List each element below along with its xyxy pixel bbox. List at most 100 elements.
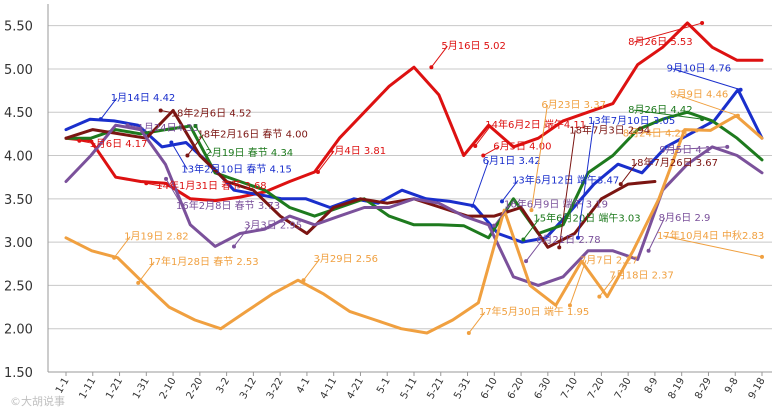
- y-axis: 1.50 2.00 2.50 3.00 3.50 4.00 4.50 5.00 5.50: [4, 20, 33, 381]
- annotation-point: [735, 113, 740, 118]
- y-tick-label: 4.00: [4, 150, 33, 165]
- x-tick-label: 6-10: [479, 376, 500, 401]
- y-tick-label: 5.00: [4, 63, 33, 78]
- x-tick-label: 3-22: [265, 376, 286, 401]
- annotation-label: 18年2月16日 春节 4.00: [197, 128, 307, 141]
- annotation-point: [700, 21, 705, 26]
- y-tick-label: 5.50: [4, 20, 33, 35]
- x-tick-label: 9-18: [747, 376, 768, 401]
- y-tick-label: 2.50: [4, 279, 33, 294]
- annotation-leader: [525, 239, 543, 262]
- annotation-leader: [474, 124, 492, 147]
- annotation-label: 18年7月3日 2.94: [569, 123, 650, 136]
- annotation-point: [231, 244, 236, 249]
- annotation-point: [185, 153, 190, 158]
- annotation-leader: [170, 142, 188, 170]
- annotation-point: [136, 280, 141, 285]
- annotation-leader: [493, 204, 511, 226]
- x-tick-label: 1-11: [77, 376, 98, 401]
- annotation-point: [144, 181, 149, 186]
- annotation-point: [738, 87, 743, 92]
- x-tick-label: 5-21: [425, 376, 446, 401]
- annotation-label: 4月4日 3.81: [328, 145, 386, 157]
- annotation-label: 14年6月2日 端午4.11: [485, 118, 586, 131]
- series-line-1: [64, 88, 764, 244]
- annotation-label: 18年2月6日 4.52: [171, 107, 252, 120]
- x-tick-label: 2-20: [185, 376, 206, 401]
- annotation-label: 8月26日 5.53: [628, 36, 693, 48]
- annotation-leader: [146, 182, 163, 187]
- annotation-label: 17年5月30日 端午 1.95: [479, 305, 589, 318]
- x-tick-label: 5-11: [399, 376, 420, 401]
- annotation-leader: [468, 311, 486, 334]
- annotation-label: 1月19日 2.82: [124, 231, 189, 243]
- annotation-point: [481, 153, 486, 158]
- annotation-point: [158, 108, 163, 113]
- annotations: 1月14日 4.42 18年2月6日 4.52 1月24日4.3518年2月16日 …: [77, 21, 764, 336]
- annotation-label: 14年1月31日 春节 3.68: [156, 179, 266, 192]
- annotation-point: [193, 124, 198, 129]
- annotation-leader: [113, 236, 131, 259]
- annotation-label: 5月16日 5.02: [441, 40, 506, 52]
- annotation-leader: [662, 235, 763, 258]
- annotation-leader: [483, 146, 500, 156]
- series-line-3: [64, 109, 657, 249]
- annotation-leader: [317, 150, 335, 173]
- series-lines: [64, 21, 764, 335]
- x-tick-label: 3-12: [238, 376, 259, 401]
- annotation-point: [646, 248, 651, 253]
- annotation-leader: [569, 260, 587, 306]
- annotation-label: 3月29日 2.56: [314, 253, 379, 265]
- annotation-leader: [628, 129, 697, 134]
- series-line-0: [64, 21, 764, 203]
- annotation-point: [98, 117, 103, 122]
- annotation-label: 13年6月12日 端午3.47: [512, 173, 619, 186]
- annotation-label: 7月18日 2.37: [609, 270, 674, 282]
- annotation-label: 6月1日 3.42: [483, 155, 541, 167]
- annotation-leader: [598, 275, 616, 297]
- x-tick-label: 3-2: [215, 376, 233, 396]
- watermark: ©大胡说事: [10, 394, 65, 408]
- annotation-label: 13年7月10日 3.05: [588, 114, 675, 127]
- y-tick-label: 4.50: [4, 106, 33, 121]
- annotation-label: 17年10月4日 中秋2.83: [657, 229, 764, 242]
- series-line-4: [64, 123, 764, 287]
- x-tick-label: 8-29: [693, 376, 714, 401]
- annotation-point: [125, 123, 130, 128]
- annotation-leader: [675, 94, 739, 117]
- annotation-point: [77, 138, 82, 143]
- x-tick-label: 1-1: [54, 376, 72, 396]
- x-tick-label: 6-30: [533, 376, 554, 401]
- x-tick-label: 7-30: [613, 376, 634, 401]
- annotation-label: 9月5日 4.1: [659, 144, 711, 156]
- x-tick-label: 1-31: [131, 376, 152, 401]
- annotation-point: [760, 254, 764, 259]
- x-tick-label: 5-31: [452, 376, 473, 401]
- x-tick-label: 7-10: [559, 376, 580, 401]
- y-tick-label: 3.00: [4, 236, 33, 251]
- annotation-leader: [648, 217, 666, 251]
- annotation-label: 16年2月8日 春节 3.73: [176, 199, 280, 212]
- annotation-leader: [187, 134, 204, 156]
- annotation-point: [597, 294, 602, 299]
- annotation-leader: [665, 146, 728, 151]
- annotation-leader: [523, 218, 540, 240]
- annotation-leader: [633, 22, 703, 43]
- annotation-label: 7月7日 2.27: [580, 254, 638, 266]
- x-tick-label: 7-20: [586, 376, 607, 401]
- annotation-leader: [634, 109, 703, 120]
- annotation-leader: [79, 140, 96, 145]
- y-tick-label: 2.00: [4, 323, 33, 338]
- annotation-point: [429, 65, 434, 70]
- x-tick-label: 2-10: [158, 376, 179, 401]
- annotation-label: 1月6日 4.17: [89, 138, 147, 150]
- annotation-leader: [303, 258, 320, 281]
- annotation-leader: [472, 160, 490, 206]
- annotation-point: [529, 208, 534, 213]
- annotation-point: [169, 140, 174, 145]
- annotation-point: [315, 169, 320, 174]
- x-tick-label: 4-1: [295, 376, 313, 396]
- annotation-leader: [672, 68, 741, 91]
- annotation-point: [473, 144, 478, 149]
